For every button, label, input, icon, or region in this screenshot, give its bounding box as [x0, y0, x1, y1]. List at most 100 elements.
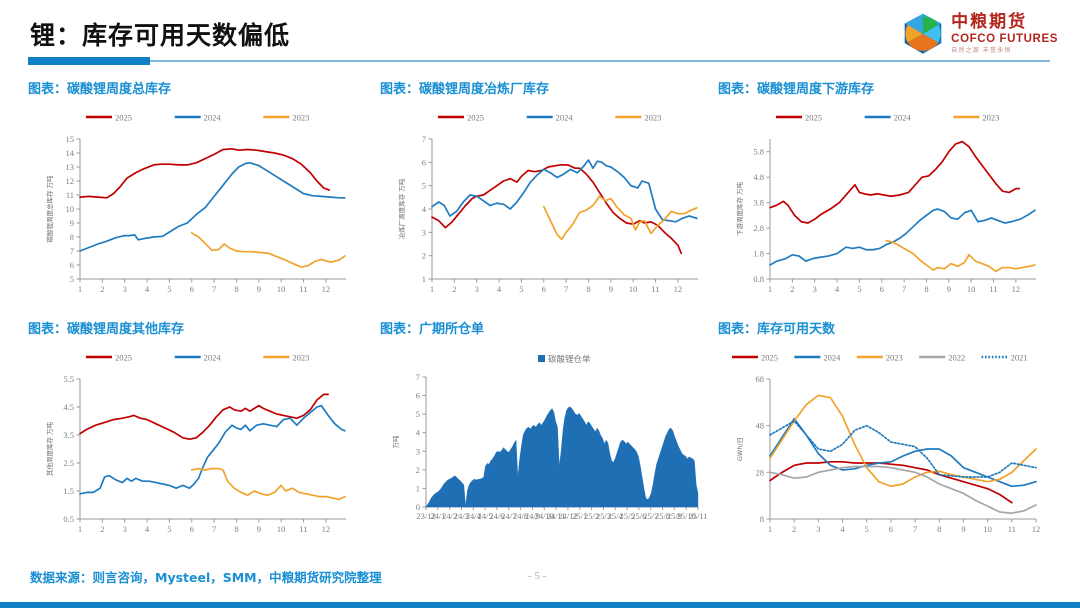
x-tick-label: 6: [542, 284, 546, 294]
x-tick-label: 24/2: [442, 511, 457, 521]
y-tick-label: 2.8: [753, 223, 764, 233]
x-tick-label: 12: [674, 284, 683, 294]
x-tick-label: 12: [1012, 284, 1021, 294]
x-tick-label: 25/9: [667, 511, 682, 521]
data-source-note: 数据来源：则言咨询，Mysteel，SMM，中粮期货研究院整理: [30, 570, 382, 585]
line-series-2021: [769, 420, 1037, 478]
x-tick-label: 11: [299, 524, 307, 534]
chart-card-downstream-inventory: 图表：碳酸锂周度下游库存 2025 2024 2023 0.8 1.8 2.8 3.8 4.8…: [718, 78, 1048, 303]
chart-title: 图表：碳酸锂周度下游库存: [718, 82, 875, 97]
x-tick-label: 4: [840, 524, 845, 534]
y-tick-label: 5: [422, 181, 426, 191]
x-tick-label: 8: [234, 524, 238, 534]
x-tick-label: 25/4: [608, 511, 624, 521]
footer-accent-bar: [0, 602, 1080, 608]
x-tick-label: 10: [277, 284, 286, 294]
y-tick-label: 7: [422, 134, 426, 144]
y-tick-label: 48: [756, 421, 765, 431]
x-tick-label: 2: [790, 284, 794, 294]
x-tick-label: 5: [865, 524, 869, 534]
x-tick-label: 24/11: [547, 511, 566, 521]
y-tick-label: 0.8: [753, 274, 764, 284]
x-tick-label: 25/7: [643, 511, 658, 521]
x-tick-label: 24/7: [501, 511, 516, 521]
x-tick-label: 25/6: [631, 511, 646, 521]
x-tick-label: 12: [322, 524, 331, 534]
line-series-2024: [431, 159, 698, 223]
line-series-2023: [542, 195, 698, 241]
x-tick-label: 4: [145, 284, 150, 294]
y-axis-label: 其他周度库存 万吨: [45, 421, 54, 476]
x-tick-label: 7: [564, 284, 568, 294]
x-tick-label: 5: [167, 284, 171, 294]
chart-canvas-gfex-warrants: 碳酸锂仓单 0 1 2 3 4 5 6 7 万吨 23/12 24/1 24/2 24/3 24/4 24/5…: [380, 343, 710, 543]
y-tick-label: 0.5: [63, 514, 74, 524]
line-series-2023: [190, 231, 346, 268]
y-tick-label: 5: [70, 274, 74, 284]
x-tick-label: 11: [651, 284, 659, 294]
x-tick-label: 5: [519, 284, 523, 294]
y-axis-label: 碳酸锂周度总库存 万吨: [45, 175, 54, 243]
y-axis-label: 下游周度库存 万吨: [735, 181, 744, 236]
x-tick-label: 11: [299, 284, 307, 294]
y-tick-label: 6: [422, 157, 426, 167]
x-tick-label: 10: [967, 284, 976, 294]
x-tick-label: 9: [947, 284, 951, 294]
logo-chinese-name: 中粮期货: [951, 11, 1028, 32]
line-series-2025: [79, 393, 329, 441]
y-axis-label: GWh/日: [736, 437, 744, 461]
x-tick-label: 10: [629, 284, 638, 294]
page-number: - 5 -: [528, 570, 547, 582]
legend-label: 2023: [644, 113, 661, 123]
x-tick-label: 24/5: [478, 511, 493, 521]
legend-label: 2024: [894, 113, 912, 123]
x-tick-label: 5: [167, 524, 171, 534]
y-tick-label: 3.5: [63, 430, 74, 440]
chart-card-smelter-inventory: 图表：碳酸锂周度冶炼厂库存 2025 2024 2023 1 2 3 4 5 6 7 冶炼厂周度库存…: [380, 78, 710, 303]
line-series-2024: [769, 417, 1037, 488]
y-tick-label: 1: [422, 274, 426, 284]
page-title: 锂：库存可用天数偏低: [30, 21, 291, 50]
y-tick-label: 5.8: [753, 147, 764, 157]
y-tick-label: 12: [66, 176, 75, 186]
x-tick-label: 4: [835, 284, 840, 294]
y-tick-label: 4: [416, 428, 421, 438]
y-axis-label: 万吨: [391, 435, 400, 449]
legend-label: 2022: [948, 353, 965, 363]
y-tick-label: 1.8: [753, 249, 764, 259]
cofco-logo: 中粮期货 COFCO FUTURES 自然之源 丰誉永恒: [902, 12, 1058, 56]
chart-title: 图表：碳酸锂周度冶炼厂库存: [380, 82, 550, 97]
chart-canvas-other-inventory: 2025 2024 2023 0.5 1.5 2.5 3.5 4.5 5.5 其他周度库存 万吨 1…: [28, 343, 358, 543]
y-tick-label: 7: [416, 372, 420, 382]
legend-label: 2023: [292, 353, 309, 363]
x-tick-label: 9: [961, 524, 965, 534]
x-tick-label: 12: [1032, 524, 1041, 534]
logo-tagline: 自然之源 丰誉永恒: [951, 48, 1012, 55]
x-tick-label: 4: [497, 284, 502, 294]
line-series-2024: [79, 161, 346, 252]
x-tick-label: 6: [190, 284, 194, 294]
x-tick-label: 8: [586, 284, 590, 294]
y-tick-label: 8: [760, 514, 764, 524]
x-tick-label: 3: [123, 284, 127, 294]
x-tick-label: 25/1: [572, 511, 587, 521]
legend-label: 2025: [115, 353, 132, 363]
x-tick-label: 8: [924, 284, 928, 294]
y-tick-label: 4.5: [63, 402, 74, 412]
x-tick-label: 6: [190, 524, 194, 534]
y-tick-label: 28: [756, 467, 765, 477]
x-tick-label: 7: [212, 524, 216, 534]
x-tick-label: 3: [123, 524, 127, 534]
x-tick-label: 2: [100, 284, 104, 294]
x-tick-label: 25/8: [655, 511, 670, 521]
cofco-cube-icon: [904, 13, 942, 54]
line-series-2023: [885, 239, 1036, 273]
x-tick-label: 4: [145, 524, 150, 534]
x-tick-label: 24/12: [558, 511, 577, 521]
legend-label: 2021: [1011, 353, 1028, 363]
chart-canvas-downstream-inventory: 2025 2024 2023 0.8 1.8 2.8 3.8 4.8 5.8 下游周度库存 万吨 1…: [718, 103, 1048, 303]
y-tick-label: 0: [416, 502, 420, 512]
x-tick-label: 24/9: [525, 511, 540, 521]
